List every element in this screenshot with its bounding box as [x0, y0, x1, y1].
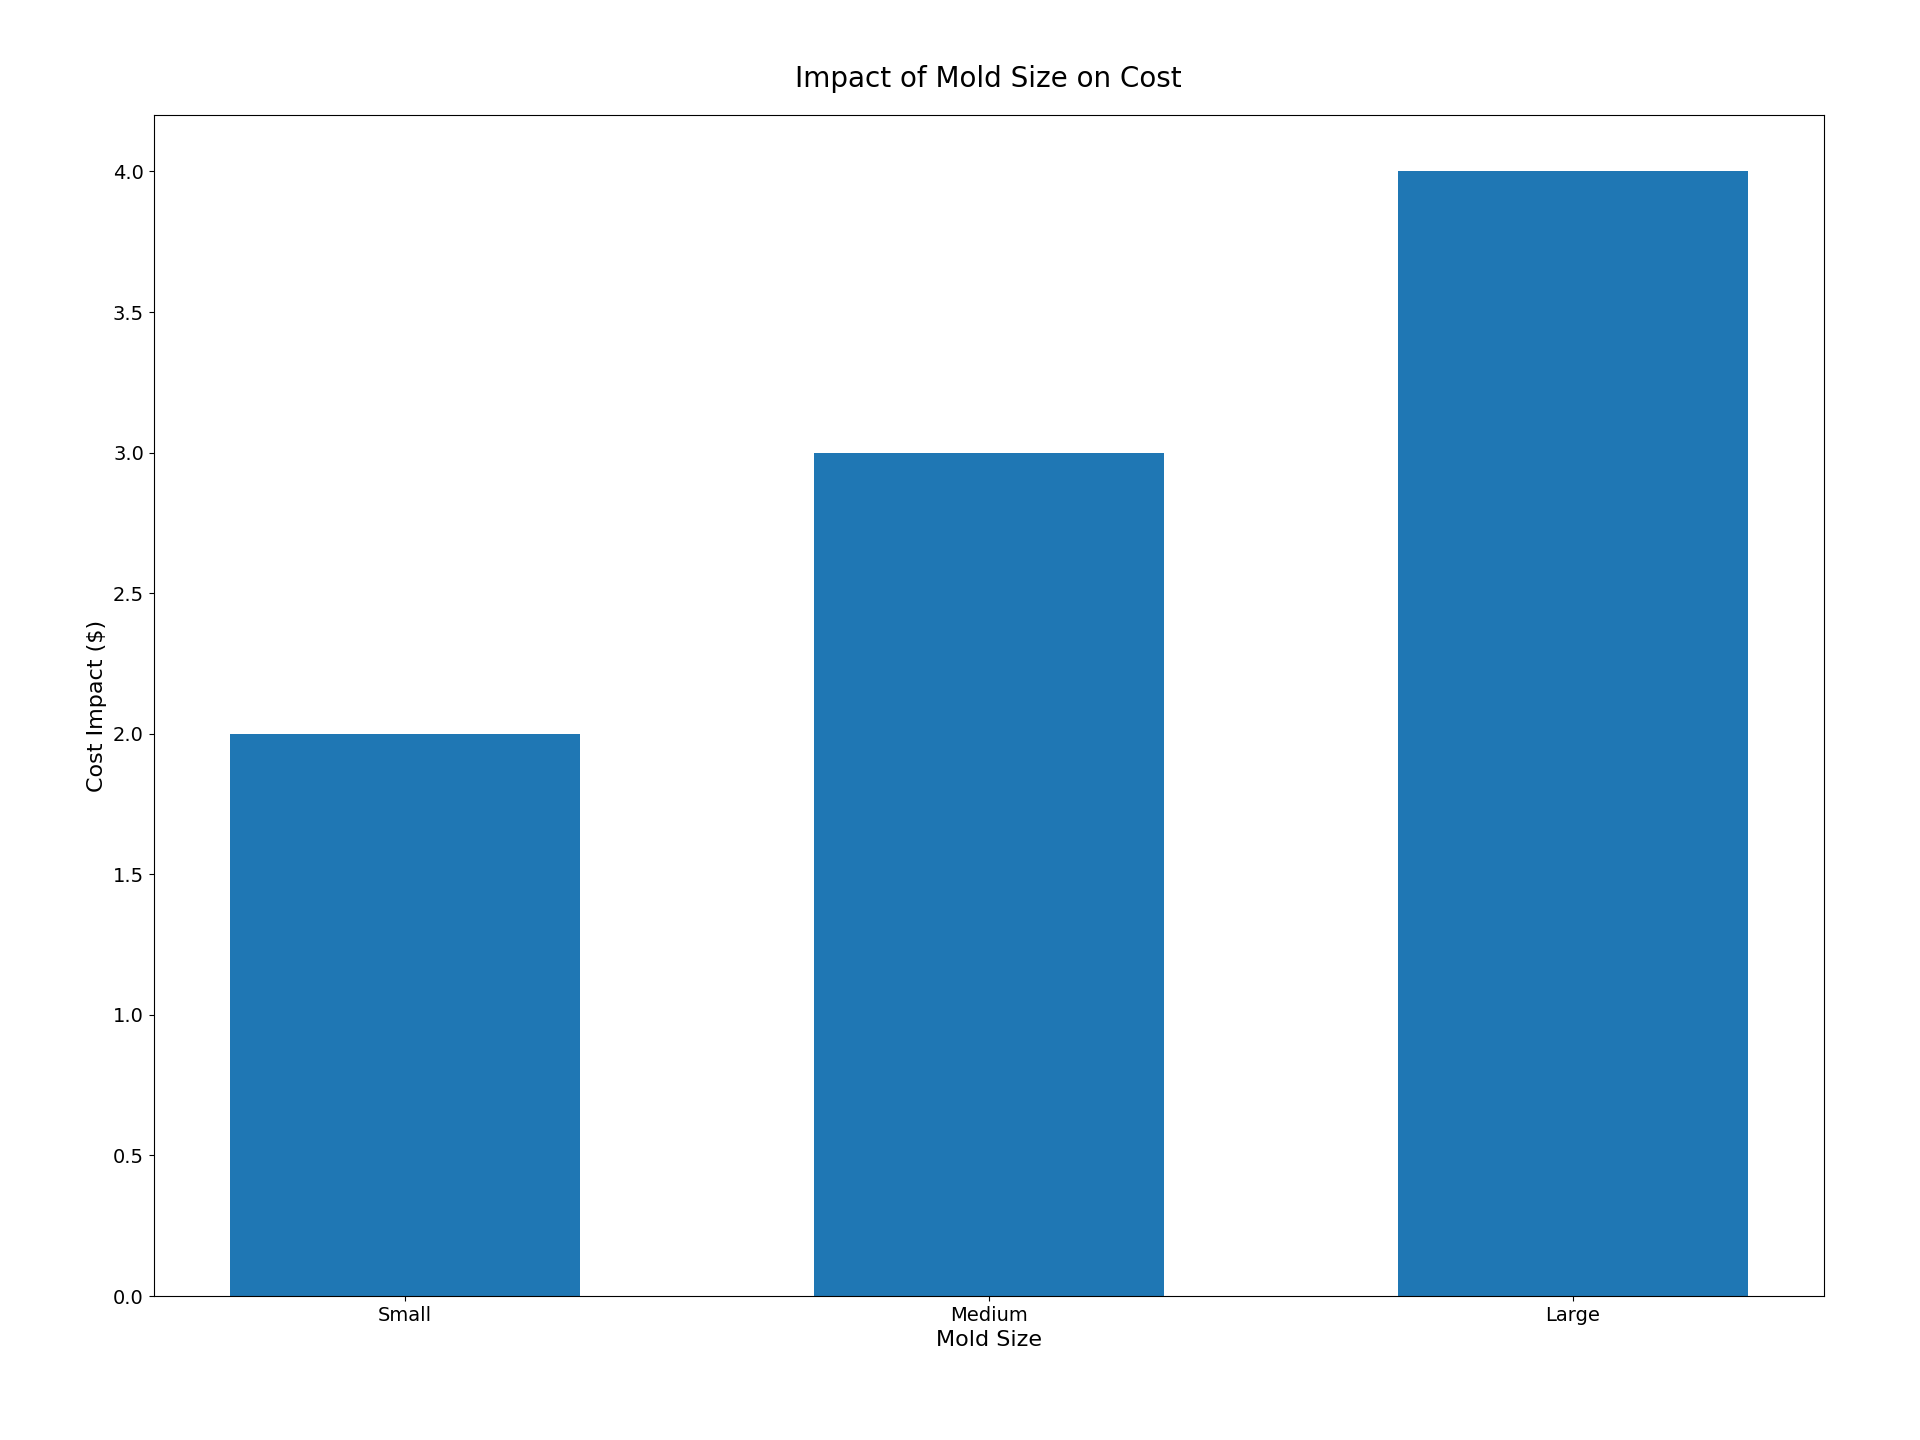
Bar	[814, 452, 1164, 1296]
Bar	[1398, 171, 1747, 1296]
X-axis label: Mold Size: Mold Size	[935, 1331, 1043, 1351]
Title: Impact of Mold Size on Cost: Impact of Mold Size on Cost	[795, 65, 1183, 94]
Bar	[230, 734, 580, 1296]
Y-axis label: Cost Impact ($): Cost Impact ($)	[86, 619, 108, 792]
